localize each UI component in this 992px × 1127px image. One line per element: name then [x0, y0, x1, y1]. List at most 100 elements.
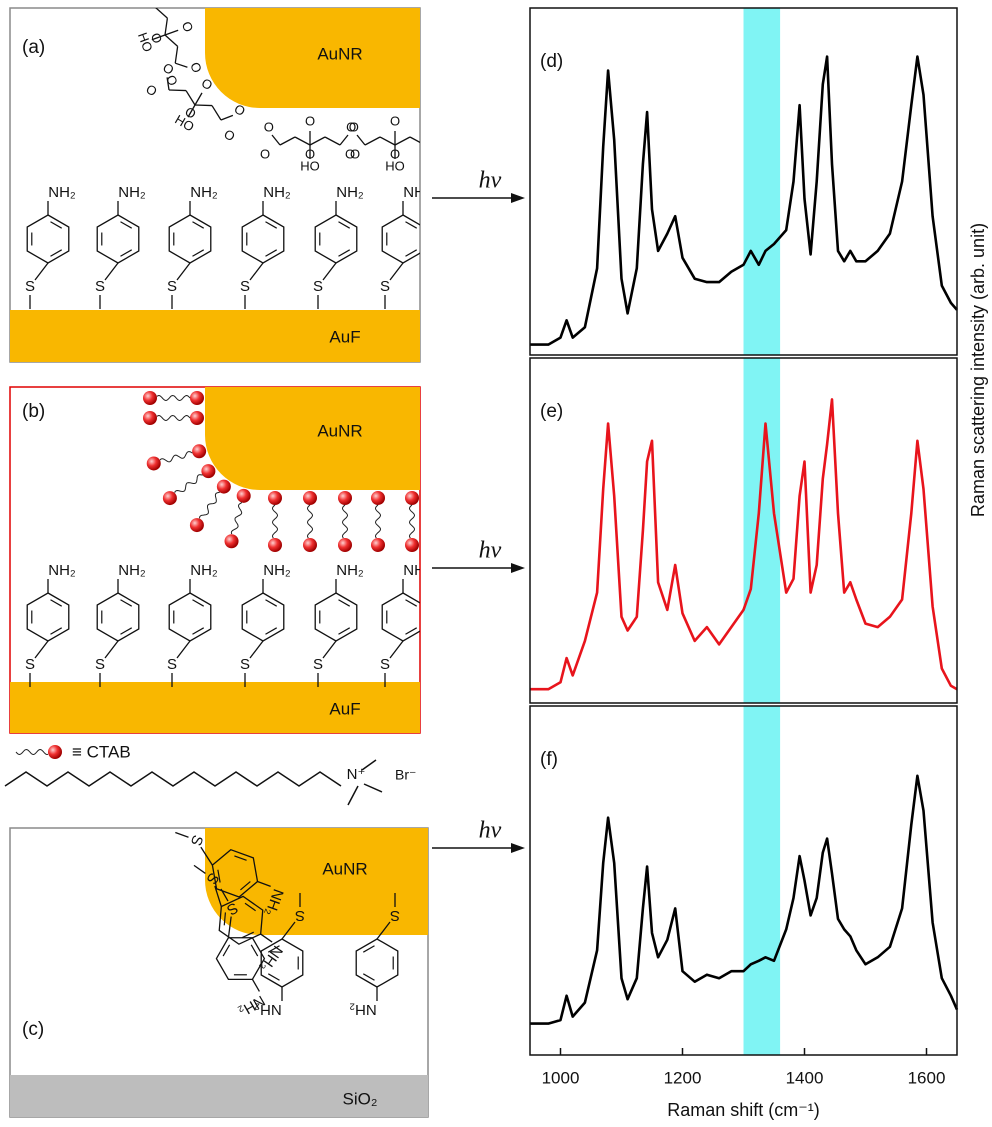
bond [348, 786, 358, 805]
nanorod-label: AuNR [317, 44, 362, 63]
ctab-head [237, 489, 251, 503]
bromide-label: Br⁻ [395, 767, 416, 783]
thiol-label: S [240, 278, 250, 295]
bond [152, 0, 164, 7]
ctab-tail [16, 750, 48, 755]
arrow-head [511, 563, 525, 573]
thiol-label: S [95, 278, 105, 295]
amine-label: NH₂ [190, 184, 218, 201]
excitation-label: hν [479, 818, 502, 844]
oxygen-label: O [431, 119, 441, 134]
amine-label: NH₂ [254, 1001, 282, 1018]
ctab-head [201, 464, 215, 478]
ctab-head [303, 538, 317, 552]
amine-label: NH₂ [349, 1001, 377, 1018]
ctab-head [192, 444, 206, 458]
substrate-label: AuF [329, 699, 360, 718]
oxygen-label: O [305, 113, 315, 128]
ctab-head [338, 491, 352, 505]
figure: AuNRAuFSNH₂SNH₂SNH₂SNH₂SNH₂SNH₂HOOOOOOOH… [0, 0, 992, 1127]
x-tick-label: 1400 [786, 1068, 824, 1087]
amine-label: NH₂ [336, 562, 364, 579]
excitation-label: hν [479, 168, 502, 194]
thiol-label: S [313, 656, 323, 673]
thiol-label: S [167, 278, 177, 295]
amine-label: NH₂ [190, 562, 218, 579]
ctab-head [190, 411, 204, 425]
ctab-head [371, 538, 385, 552]
ctab-head [143, 391, 157, 405]
thiol-label: S [380, 656, 390, 673]
amine-label: NH₂ [403, 184, 431, 201]
thiol-label: S [380, 278, 390, 295]
oxygen-label: O [435, 146, 445, 161]
y-axis-label: Raman scattering intensity (arb. unit) [968, 223, 988, 517]
panel-label: (f) [540, 749, 558, 770]
amine-label: NH₂ [118, 184, 146, 201]
panel-label: (d) [540, 51, 563, 72]
oxygen-label: O [390, 146, 400, 161]
ctab-legend: ≡ CTAB [72, 742, 131, 761]
oxygen-label: O [305, 146, 315, 161]
ctab-head [163, 491, 177, 505]
x-tick-label: 1200 [664, 1068, 702, 1087]
thiol-label: S [240, 656, 250, 673]
amine-label: NH₂ [403, 562, 431, 579]
ctab-head [338, 538, 352, 552]
x-axis-label: Raman shift (cm⁻¹) [667, 1100, 820, 1120]
highlight-band [744, 8, 781, 355]
thiol-label: S [167, 656, 177, 673]
ammonium-label: N⁺ [347, 766, 366, 783]
ctab-head [268, 538, 282, 552]
amine-label: NH₂ [336, 184, 364, 201]
ctab-head [217, 480, 231, 494]
gold-nanorod [205, 8, 420, 108]
panel-label: (e) [540, 401, 563, 422]
ctab-head [225, 534, 239, 548]
panel-label: (c) [22, 1019, 44, 1040]
panel-label: (b) [22, 401, 45, 422]
oxygen-label: O [132, 0, 150, 3]
bond [364, 784, 382, 792]
excitation-label: hν [479, 538, 502, 564]
amine-label: NH₂ [48, 184, 76, 201]
arrow-head [511, 843, 525, 853]
x-tick-label: 1600 [908, 1068, 946, 1087]
ctab-chain [5, 772, 341, 786]
oxygen-label: O [345, 146, 355, 161]
thiol-label: S [295, 907, 305, 924]
oxygen-label: O [264, 119, 274, 134]
ctab-head [371, 491, 385, 505]
substrate-label: AuF [329, 327, 360, 346]
oxygen-label: O [390, 113, 400, 128]
panel-label: (a) [22, 37, 45, 58]
oxygen-label: O [260, 146, 270, 161]
x-tick-label: 1000 [542, 1068, 580, 1087]
ctab-head [268, 491, 282, 505]
thiol-label: S [25, 656, 35, 673]
bond [425, 135, 433, 145]
oxygen-label: O [349, 119, 359, 134]
ctab-head [143, 411, 157, 425]
ctab-head [190, 518, 204, 532]
arrow-head [511, 193, 525, 203]
gold-nanorod [205, 387, 420, 490]
amine-label: NH₂ [263, 562, 291, 579]
thiol-label: S [25, 278, 35, 295]
amine-label: NH₂ [263, 184, 291, 201]
ctab-head [405, 491, 419, 505]
thiol-label: S [95, 656, 105, 673]
nanorod-label: AuNR [322, 859, 367, 878]
ctab-head [303, 491, 317, 505]
substrate-label: SiO₂ [343, 1089, 378, 1108]
ctab-head [48, 745, 62, 759]
thiol-label: S [313, 278, 323, 295]
nanorod-label: AuNR [317, 421, 362, 440]
highlight-band [744, 706, 781, 1055]
highlight-band [744, 358, 781, 703]
amine-label: NH₂ [48, 562, 76, 579]
amine-label: NH₂ [118, 562, 146, 579]
ctab-head [405, 538, 419, 552]
ctab-head [147, 456, 161, 470]
ctab-head [190, 391, 204, 405]
